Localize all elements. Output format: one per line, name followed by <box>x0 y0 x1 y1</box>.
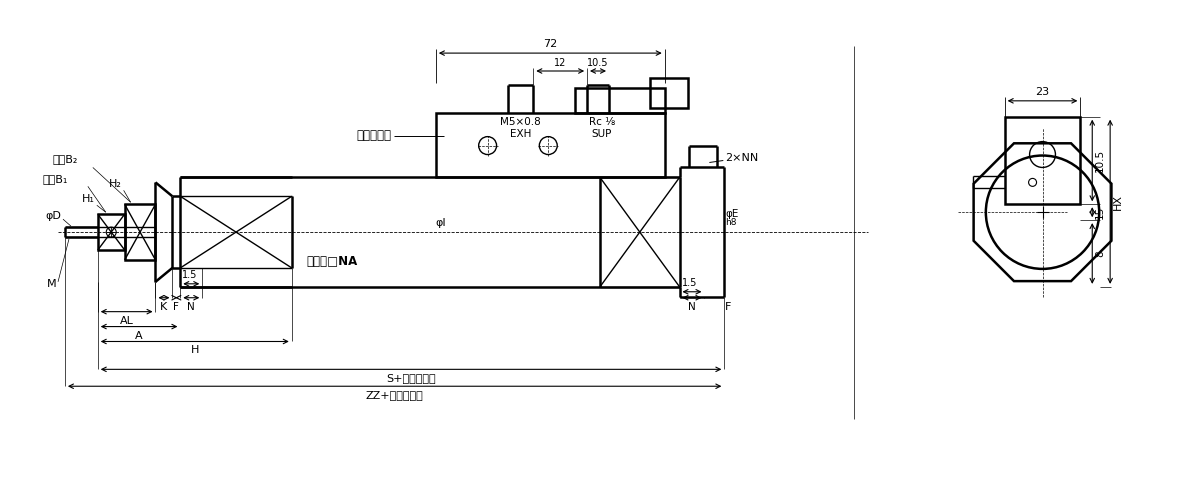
Text: h8: h8 <box>725 218 737 226</box>
Text: K: K <box>161 302 168 312</box>
Text: φD: φD <box>46 211 61 221</box>
Text: M: M <box>47 279 56 289</box>
Text: 対込B₁: 対込B₁ <box>43 174 68 184</box>
Text: S+ストローク: S+ストローク <box>386 374 436 384</box>
Text: F: F <box>174 302 180 312</box>
Text: 23: 23 <box>1035 87 1049 97</box>
Text: 72: 72 <box>543 39 557 49</box>
Text: H₂: H₂ <box>109 180 122 190</box>
Text: H: H <box>190 346 199 356</box>
Text: N: N <box>688 302 696 312</box>
Text: AL: AL <box>120 316 133 326</box>
Text: H₁: H₁ <box>81 194 95 204</box>
Text: φI: φI <box>436 218 446 228</box>
Bar <box>649 78 688 108</box>
Text: φE: φE <box>725 209 739 219</box>
Text: N: N <box>187 302 195 312</box>
Bar <box>575 88 665 113</box>
Text: マニュアル: マニュアル <box>356 129 392 142</box>
Text: 四面巾□NA: 四面巾□NA <box>307 255 358 268</box>
Text: A: A <box>135 330 143 340</box>
Text: HX: HX <box>1113 194 1124 210</box>
Bar <box>1005 116 1081 204</box>
Text: 12: 12 <box>553 58 567 68</box>
Text: 10.5: 10.5 <box>1095 149 1106 172</box>
Text: 1.5: 1.5 <box>682 278 697 288</box>
Text: F: F <box>725 302 732 312</box>
Text: Rc ⅛
SUP: Rc ⅛ SUP <box>589 116 615 139</box>
Text: 10.5: 10.5 <box>587 58 609 68</box>
Text: 2×NN: 2×NN <box>725 152 758 162</box>
Text: ZZ+ストローク: ZZ+ストローク <box>365 390 424 400</box>
Text: 8: 8 <box>1095 250 1106 257</box>
Text: 15: 15 <box>1095 206 1106 219</box>
Text: M5×0.8
EXH: M5×0.8 EXH <box>500 116 540 139</box>
Text: 1.5: 1.5 <box>182 270 198 280</box>
Text: 対込B₂: 対込B₂ <box>53 154 78 164</box>
Bar <box>436 113 665 178</box>
Bar <box>98 214 125 250</box>
Bar <box>125 204 156 260</box>
